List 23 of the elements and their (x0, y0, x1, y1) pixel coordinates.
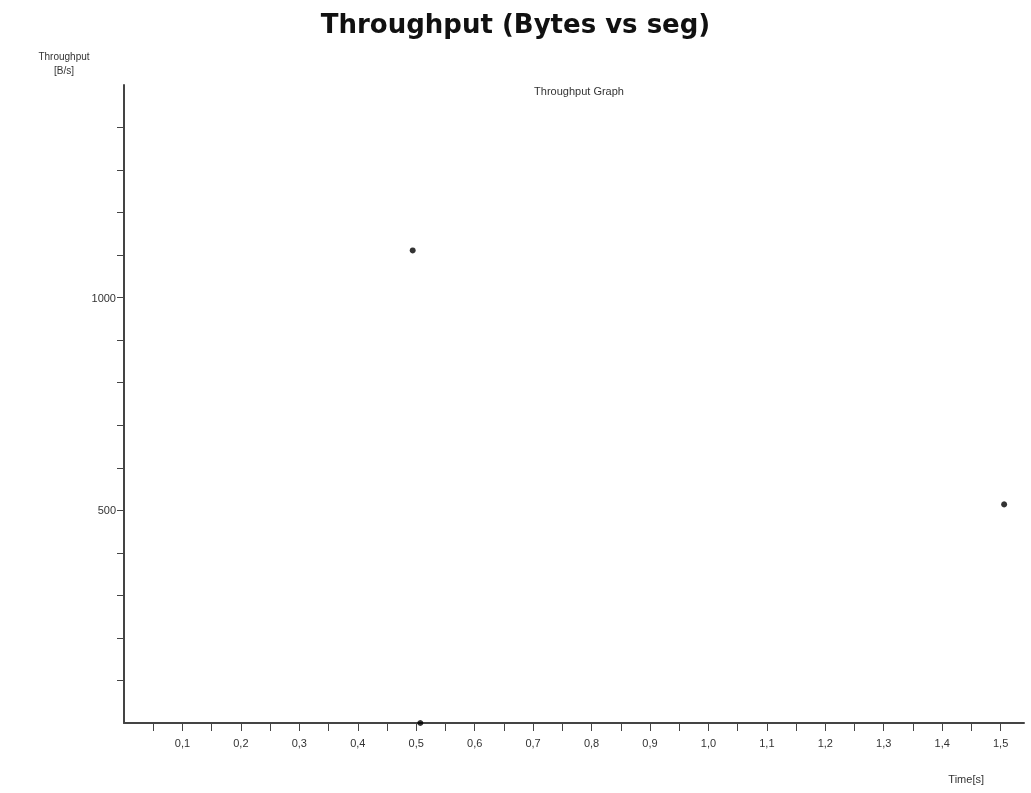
chart-title: Throughput (Bytes vs seg) (320, 9, 711, 39)
x-tick-label: 0,1 (174, 736, 191, 749)
y-tick-label: 500 (97, 504, 116, 517)
x-tick-label: 1,2 (817, 736, 833, 749)
x-axis-title: Time[s] (948, 772, 984, 785)
x-tick-label: 1,1 (759, 736, 775, 749)
chart-subtitle: Throughput Graph (534, 84, 624, 97)
point (417, 720, 424, 726)
y-tick-label: 1000 (91, 291, 116, 304)
x-tick-label: 0,2 (233, 736, 249, 749)
x-tick-label: 0,9 (642, 736, 658, 749)
x-tick-label: 0,8 (583, 736, 600, 749)
x-tick-label: 1,5 (992, 736, 1009, 749)
x-tick-label: 0,6 (467, 736, 483, 749)
x-tick-label: 0,7 (525, 736, 541, 749)
x-tick-label: 1,3 (876, 736, 892, 749)
x-tick-label: 0,5 (408, 736, 424, 749)
x-tick-label: 1,4 (934, 736, 950, 749)
y-axis-title: Throughput [B/s] (38, 50, 90, 76)
x-tick-label: 1,0 (700, 736, 717, 749)
x-tick-label: 0,4 (350, 736, 366, 749)
point (1001, 501, 1008, 508)
x-tick-label: 0,3 (291, 736, 307, 749)
